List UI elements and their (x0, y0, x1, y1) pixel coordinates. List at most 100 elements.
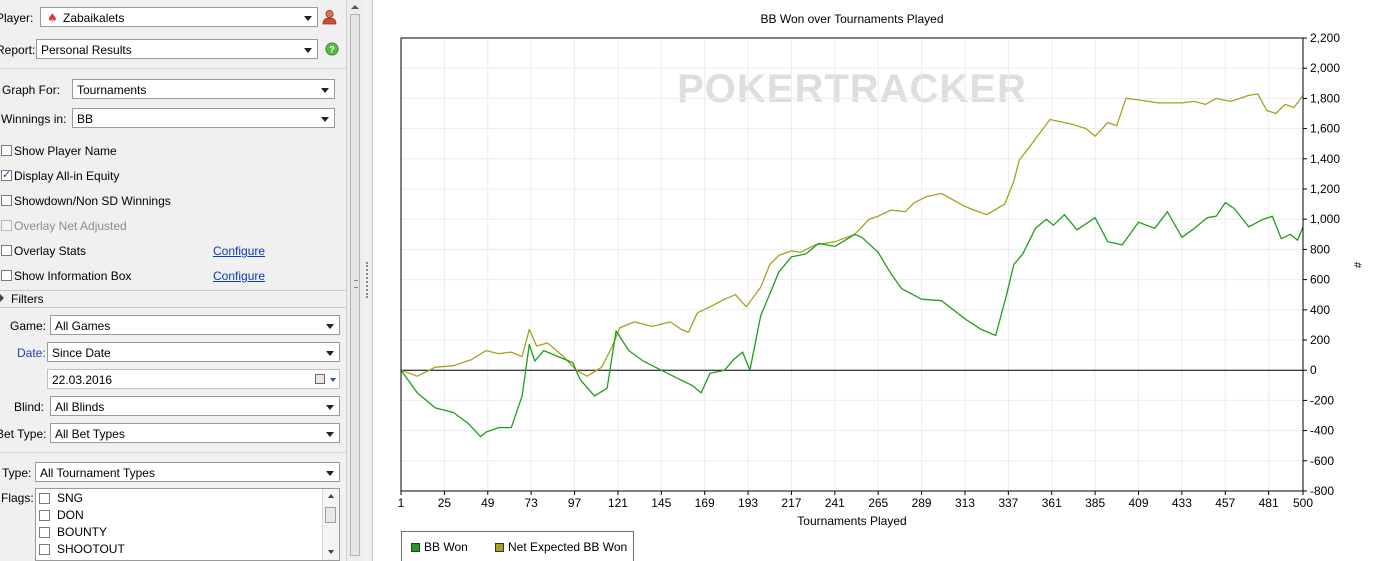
overlay-net-adjusted-checkbox[interactable] (1, 220, 12, 231)
x-tick-label: 241 (825, 496, 845, 510)
bet-type-label: Bet Type: (0, 427, 47, 441)
player-select[interactable]: ♠ Zabaikalets (40, 7, 318, 27)
scroll-down-icon[interactable] (328, 550, 334, 554)
player-value: Zabaikalets (63, 11, 125, 25)
filters-header-label: Filters (11, 292, 44, 306)
x-tick-label: 73 (524, 496, 538, 510)
date-range-select[interactable]: Since Date (47, 342, 340, 362)
bet-type-select[interactable]: All Bet Types (50, 423, 340, 443)
x-tick-label: 97 (568, 496, 582, 510)
legend-label-bb-won: BB Won (424, 540, 468, 554)
show-information-box-label: Show Information Box (14, 269, 132, 283)
y-tick-label: -800 (1310, 484, 1334, 498)
show-player-name-checkbox[interactable] (1, 145, 12, 156)
legend-label-net-expected: Net Expected BB Won (508, 540, 628, 554)
spade-icon: ♠ (47, 11, 58, 25)
scroll-thumb[interactable] (350, 14, 360, 556)
plot-frame (400, 37, 1304, 492)
tournament-type-select[interactable]: All Tournament Types (35, 462, 340, 482)
flag-shootout-checkbox[interactable] (39, 544, 50, 555)
bet-type-value: All Bet Types (55, 427, 125, 441)
divider (0, 452, 346, 453)
chevron-down-icon (304, 48, 312, 53)
chevron-down-icon[interactable] (330, 378, 336, 382)
y-tick-label: 1,000 (1310, 212, 1340, 226)
chevron-down-icon (321, 117, 329, 122)
report-label: Report: (0, 43, 36, 57)
chevron-down-icon (326, 471, 334, 476)
flags-label: Flags: (1, 491, 34, 505)
x-tick-label: 145 (651, 496, 671, 510)
flags-scrollbar[interactable] (322, 489, 339, 560)
flag-don-checkbox[interactable] (39, 510, 50, 521)
chevron-down-icon (326, 324, 334, 329)
report-select[interactable]: Personal Results (36, 39, 318, 59)
player-label: Player: (0, 11, 34, 25)
show-information-box-checkbox[interactable] (1, 270, 12, 281)
flag-bounty-label: BOUNTY (57, 525, 108, 539)
collapse-arrow-icon[interactable] (0, 294, 4, 302)
show-player-name-label: Show Player Name (14, 144, 117, 158)
player-avatar-icon[interactable] (322, 9, 337, 25)
chevron-down-icon (326, 432, 334, 437)
help-icon[interactable]: ? (325, 42, 339, 56)
legend-swatch-net-expected (495, 543, 504, 552)
chevron-down-icon (304, 16, 312, 21)
date-picker-input[interactable]: 22.03.2016 (47, 369, 340, 389)
filters-section-header[interactable]: Filters (0, 290, 346, 308)
x-tick-label: 289 (912, 496, 932, 510)
x-tick-label: 500 (1293, 496, 1313, 510)
flag-sng-checkbox[interactable] (39, 493, 50, 504)
x-tick-label: 1 (398, 496, 405, 510)
divider (0, 68, 346, 69)
x-tick-label: 193 (738, 496, 758, 510)
y-tick-label: -200 (1310, 393, 1334, 407)
x-tick-label: 49 (481, 496, 495, 510)
scroll-up-icon[interactable] (351, 5, 359, 9)
date-picker-value: 22.03.2016 (52, 373, 113, 387)
blind-select[interactable]: All Blinds (50, 396, 340, 416)
panel-scrollbar[interactable] (346, 0, 363, 561)
x-axis-label: Tournaments Played (797, 514, 906, 528)
flags-list[interactable]: SNG DON BOUNTY SHOOTOUT (35, 488, 340, 561)
graph-for-select[interactable]: Tournaments (72, 79, 335, 99)
winnings-in-select[interactable]: BB (72, 108, 335, 128)
series-line-net-expected (400, 93, 1304, 377)
game-label: Game: (10, 319, 47, 333)
blind-value: All Blinds (55, 400, 105, 414)
x-tick-label: 265 (868, 496, 888, 510)
overlay-stats-checkbox[interactable] (1, 245, 12, 256)
x-tick-label: 457 (1215, 496, 1235, 510)
flag-shootout-label: SHOOTOUT (57, 542, 125, 556)
tournament-type-value: All Tournament Types (40, 466, 155, 480)
game-select[interactable]: All Games (50, 315, 340, 335)
scroll-up-icon[interactable] (328, 494, 334, 498)
chevron-down-icon (326, 351, 334, 356)
svg-text:?: ? (329, 45, 335, 55)
display-all-in-equity-checkbox[interactable] (1, 168, 12, 181)
flag-bounty-checkbox[interactable] (39, 527, 50, 538)
x-tick-label: 361 (1042, 496, 1062, 510)
x-tick-label: 481 (1259, 496, 1279, 510)
graph-for-label: Graph For: (2, 83, 61, 97)
game-value: All Games (55, 319, 111, 333)
panel-splitter[interactable] (363, 0, 373, 561)
showdown-winnings-checkbox[interactable] (1, 195, 12, 206)
x-tick-label: 121 (608, 496, 628, 510)
legend-swatch-bb-won (411, 543, 420, 552)
chevron-down-icon (326, 405, 334, 410)
flag-don-label: DON (57, 508, 84, 522)
calendar-icon[interactable] (315, 374, 325, 384)
settings-panel: Player: ♠ Zabaikalets Report: Personal R… (0, 0, 346, 561)
x-tick-label: 385 (1085, 496, 1105, 510)
scroll-thumb[interactable] (325, 507, 336, 523)
date-label: Date: (17, 346, 46, 360)
overlay-stats-configure-link[interactable]: Configure (213, 244, 266, 258)
y-tick-label: 800 (1310, 242, 1330, 256)
report-value: Personal Results (41, 43, 132, 57)
information-box-configure-link[interactable]: Configure (213, 269, 266, 283)
x-tick-label: 169 (695, 496, 715, 510)
winnings-in-value: BB (77, 112, 94, 126)
y-tick-label: 1,200 (1310, 182, 1340, 196)
y-tick-label: 2,200 (1310, 31, 1340, 45)
